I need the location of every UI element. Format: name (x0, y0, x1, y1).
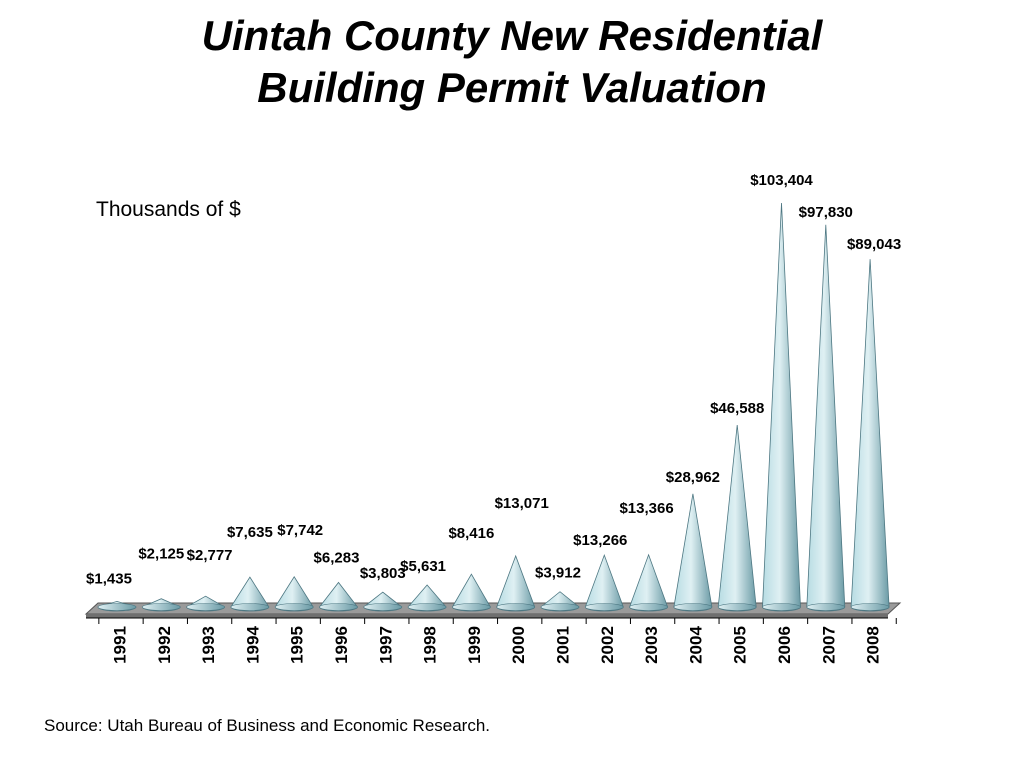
cone-body (762, 202, 801, 612)
cone-base (97, 603, 137, 611)
cone-body (806, 224, 846, 612)
value-label: $97,830 (799, 204, 853, 221)
cone-body (584, 554, 624, 612)
cone-1992 (141, 598, 181, 612)
cone-base (540, 603, 580, 611)
value-label: $2,777 (187, 547, 233, 564)
x-tick-label: 2001 (553, 626, 572, 664)
cone-base (319, 603, 358, 611)
value-label: $3,912 (535, 565, 581, 582)
x-tick-label: 1993 (199, 626, 218, 664)
cone-base (496, 603, 536, 611)
value-labels: $1,435 $2,125 $2,777 $7,635 $7,742 $6,283$3,8… (86, 172, 901, 587)
x-tick-label: 1997 (376, 626, 395, 664)
value-label: $13,266 (573, 532, 627, 549)
x-tick-label: 2005 (731, 626, 750, 664)
cone-base (762, 603, 801, 611)
value-label: $1,435 (86, 570, 132, 587)
value-label: $103,404 (750, 172, 813, 189)
cone-2001 (540, 591, 580, 612)
cone-base (673, 603, 713, 611)
cone-1995 (274, 575, 314, 612)
value-label: $7,742 (277, 522, 323, 539)
x-tick-label: 2007 (819, 626, 838, 664)
value-label: $3,803 (360, 565, 406, 582)
cone-2000 (496, 554, 536, 612)
value-label: $46,588 (710, 400, 764, 417)
cone-base (363, 603, 403, 611)
cone-base (452, 603, 491, 611)
cone-chart: $1,435 $2,125 $2,777 $7,635 $7,742 $6,283$3,8… (84, 172, 902, 664)
chart-title-line1: Uintah County New Residential (201, 12, 823, 59)
cone-1997 (363, 591, 403, 612)
cone-base (717, 603, 757, 611)
value-label: $28,962 (666, 469, 720, 486)
x-tick-label: 1998 (421, 626, 440, 664)
x-tick-label: 1995 (288, 626, 307, 664)
value-label: $13,071 (495, 495, 549, 512)
cone-base (230, 603, 270, 611)
cone-body (850, 259, 890, 612)
cone-2003 (629, 553, 669, 612)
cone-body (717, 424, 757, 612)
cone-base (142, 603, 181, 611)
x-tick-label: 1994 (243, 626, 262, 664)
cone-2008 (850, 259, 890, 612)
cone-2004 (673, 493, 713, 612)
cones (97, 202, 890, 612)
cone-base (850, 603, 890, 611)
cone-body (496, 554, 536, 612)
value-label: $89,043 (847, 236, 901, 253)
floor-front (86, 614, 888, 618)
cone-1991 (97, 600, 137, 612)
x-tick-label: 1999 (465, 626, 484, 664)
x-tick-label: 2008 (864, 626, 883, 664)
value-label: $5,631 (400, 558, 446, 575)
x-tick-label: 2006 (775, 626, 794, 664)
cone-1993 (186, 595, 226, 612)
value-label: $8,416 (448, 525, 494, 542)
x-tick-label: 1996 (332, 626, 351, 664)
cone-body (673, 493, 713, 612)
cone-base (186, 603, 225, 611)
cone-1994 (230, 576, 270, 612)
cone-2002 (584, 554, 624, 612)
cone-2007 (806, 224, 846, 612)
x-tick-label: 2002 (598, 626, 617, 664)
source-note: Source: Utah Bureau of Business and Econ… (44, 716, 491, 735)
cone-1996 (319, 581, 358, 612)
cone-base (806, 603, 846, 611)
cone-1998 (407, 584, 447, 612)
y-units-label: Thousands of $ (96, 198, 241, 221)
cone-1999 (451, 573, 491, 612)
cone-base (274, 603, 314, 611)
value-label: $6,283 (314, 549, 360, 566)
value-label: $2,125 (138, 546, 184, 563)
cone-2006 (762, 202, 801, 612)
chart-title-line2: Building Permit Valuation (257, 64, 767, 111)
chart-title: Uintah County New Residential Building P… (0, 10, 1024, 114)
value-label: $13,366 (619, 500, 673, 517)
cone-base (584, 603, 624, 611)
x-tick-label: 2003 (642, 626, 661, 664)
x-axis-labels: 1991 1992 1993 1994 1995 1996 1997 1998 1999 2000… (110, 626, 882, 664)
x-tick-label: 1992 (155, 626, 174, 664)
cone-base (407, 603, 447, 611)
x-tick-label: 2000 (509, 626, 528, 664)
x-tick-label: 1991 (110, 626, 129, 664)
cone-2005 (717, 424, 757, 612)
cone-base (629, 603, 668, 611)
value-label: $7,635 (227, 524, 273, 541)
x-tick-label: 2004 (686, 626, 705, 664)
cone-body (629, 553, 669, 612)
